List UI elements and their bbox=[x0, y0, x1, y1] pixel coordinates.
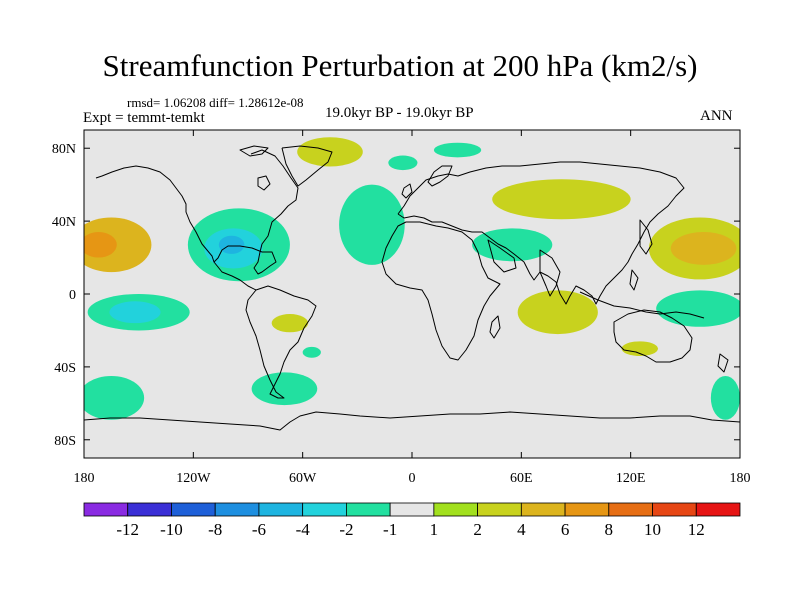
colorbar-swatch-4 bbox=[258, 502, 304, 517]
colorbar-label-4: -4 bbox=[296, 520, 311, 539]
experiment-label: Expt = temmt-temkt bbox=[83, 110, 205, 126]
anomaly-region-18 bbox=[621, 341, 658, 356]
anomaly-region-7 bbox=[388, 155, 418, 171]
anomaly-region-16 bbox=[517, 290, 598, 335]
anomaly-region-4 bbox=[218, 235, 245, 254]
colorbar-swatch-3 bbox=[214, 502, 260, 517]
colorbar-label-3: -6 bbox=[252, 520, 266, 539]
anomaly-region-22 bbox=[710, 376, 740, 420]
colorbar-label-13: 12 bbox=[688, 520, 705, 539]
colorbar-swatch-5 bbox=[302, 502, 347, 517]
anomaly-region-0 bbox=[84, 217, 152, 273]
coastlines bbox=[84, 145, 740, 431]
colorbar-label-9: 4 bbox=[517, 520, 526, 539]
colorbar-label-12: 10 bbox=[644, 520, 661, 539]
coast-eurasia bbox=[397, 161, 685, 305]
y-tick-label-0: 80N bbox=[52, 142, 76, 157]
colorbar-swatch-12 bbox=[608, 502, 653, 517]
colorbar-swatch-7 bbox=[389, 502, 435, 517]
plot-background bbox=[84, 130, 740, 458]
anomaly-region-6 bbox=[339, 184, 405, 265]
anomaly-region-20 bbox=[251, 372, 318, 406]
colorbar-swatch-1 bbox=[127, 502, 172, 517]
coast-madagascar bbox=[489, 315, 501, 339]
coast-south-america bbox=[245, 285, 317, 399]
y-tick-label-1: 40N bbox=[52, 215, 76, 230]
anomaly-region-17 bbox=[656, 290, 740, 327]
y-tick-label-2: 0 bbox=[69, 288, 76, 303]
colorbar-swatch-14 bbox=[695, 502, 741, 517]
coast-central-america bbox=[213, 261, 257, 291]
coast-arctic-islands bbox=[239, 145, 269, 157]
colorbar-swatch-9 bbox=[477, 502, 522, 517]
anomaly-region-12 bbox=[670, 232, 737, 265]
colorbar-swatch-10 bbox=[520, 502, 566, 517]
season-label: ANN bbox=[700, 108, 733, 124]
colorbar-swatch-2 bbox=[171, 502, 216, 517]
stats-label: rmsd= 1.06208 diff= 1.28612e-08 bbox=[127, 95, 304, 110]
coast-scandinavia bbox=[427, 165, 453, 187]
anomaly-region-15 bbox=[271, 314, 309, 333]
x-tick-label-3: 0 bbox=[409, 471, 416, 486]
coast-north-america bbox=[95, 149, 299, 275]
colorbar-swatch-0 bbox=[83, 502, 129, 517]
colorbar-label-7: 1 bbox=[430, 520, 439, 539]
colorbar-swatch-8 bbox=[433, 502, 479, 517]
coast-indonesia bbox=[579, 291, 705, 319]
colorbar-label-10: 6 bbox=[561, 520, 570, 539]
colorbar-label-11: 8 bbox=[605, 520, 614, 539]
colorbar-swatch-13 bbox=[652, 502, 697, 517]
colorbar-swatch-6 bbox=[345, 502, 391, 517]
anomaly-region-14 bbox=[109, 301, 161, 324]
colorbar-label-2: -8 bbox=[208, 520, 222, 539]
anomaly-region-1 bbox=[84, 232, 117, 258]
anomaly-region-10 bbox=[472, 228, 553, 262]
x-tick-label-6: 180 bbox=[730, 471, 751, 486]
coast-australia bbox=[613, 309, 693, 363]
coast-philippines bbox=[629, 269, 639, 291]
coast-greenland bbox=[281, 145, 333, 187]
coast-arabia bbox=[487, 239, 517, 273]
anomaly-region-21 bbox=[302, 346, 321, 358]
coast-india bbox=[539, 249, 561, 297]
colorbar-label-5: -2 bbox=[339, 520, 353, 539]
anomaly-region-19 bbox=[84, 376, 145, 420]
x-tick-label-4: 60E bbox=[510, 471, 533, 486]
y-tick-label-3: 40S bbox=[54, 361, 76, 376]
coast-new-zealand bbox=[717, 353, 729, 373]
colorbar-label-8: 2 bbox=[473, 520, 482, 539]
anomaly-region-8 bbox=[433, 142, 482, 158]
colorbar-label-6: -1 bbox=[383, 520, 397, 539]
colorbar-label-0: -12 bbox=[116, 520, 139, 539]
anomaly-region-9 bbox=[492, 179, 631, 220]
x-tick-label-2: 60W bbox=[289, 471, 317, 486]
coast-hudson-bay bbox=[257, 175, 271, 191]
coast-africa bbox=[381, 221, 501, 361]
coast-japan bbox=[639, 219, 653, 255]
coast-antarctica bbox=[84, 411, 740, 431]
x-tick-label-1: 120W bbox=[176, 471, 211, 486]
x-tick-label-0: 180 bbox=[74, 471, 95, 486]
x-tick-label-5: 120E bbox=[616, 471, 646, 486]
coast-uk bbox=[401, 183, 413, 199]
colorbar-swatch-11 bbox=[564, 502, 610, 517]
chart-title: Streamfunction Perturbation at 200 hPa (… bbox=[102, 48, 698, 83]
period-label: 19.0kyr BP - 19.0kyr BP bbox=[325, 105, 474, 121]
colorbar-label-1: -10 bbox=[160, 520, 183, 539]
y-tick-label-4: 80S bbox=[54, 434, 76, 449]
